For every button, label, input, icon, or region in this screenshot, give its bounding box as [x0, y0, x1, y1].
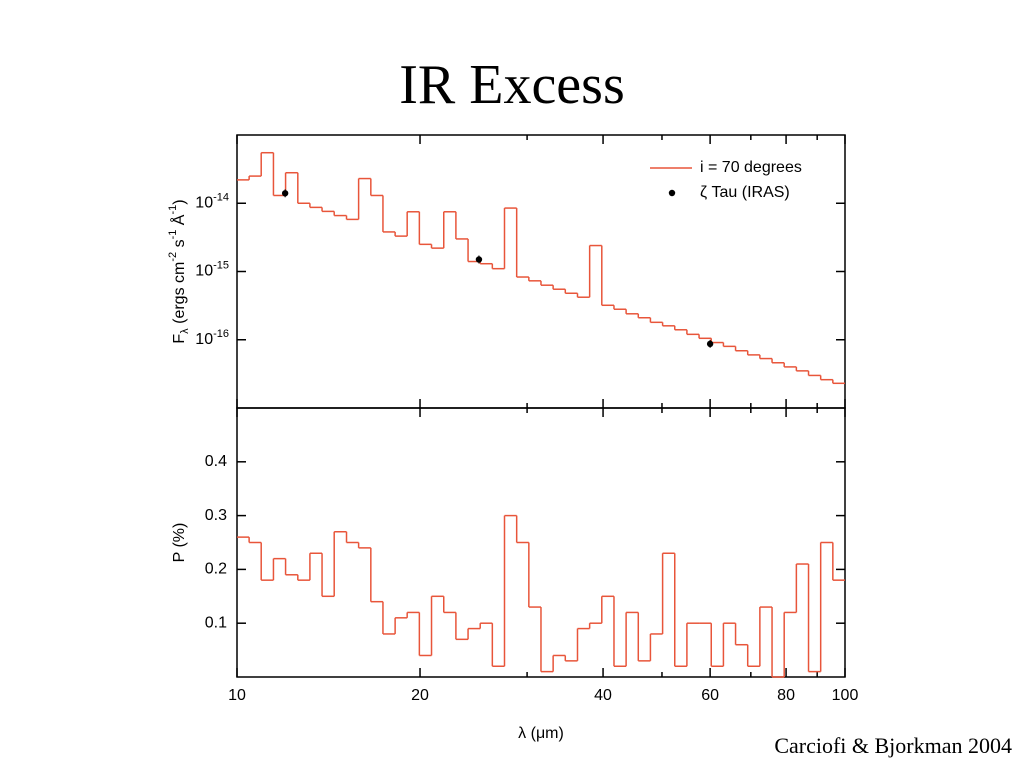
y-label-part: -1 [167, 205, 179, 215]
legend-label: ζ Tau (IRAS) [700, 184, 790, 201]
tick-exponent: -14 [213, 191, 229, 203]
y-label-part: ) [171, 199, 188, 204]
y-tick-label: 10-14 [195, 191, 229, 211]
x-tick-label: 40 [594, 687, 612, 704]
plot-frame [236, 407, 846, 678]
tick-base: 10 [195, 263, 213, 280]
y-axis-label: P (%) [171, 523, 188, 563]
x-tick-label: 60 [701, 687, 719, 704]
y-tick-label: 10-15 [195, 259, 229, 279]
tick-base: 10 [195, 331, 213, 348]
y-label-part: s [171, 239, 188, 251]
y-tick-label: 0.3 [205, 507, 227, 524]
data-point [475, 256, 483, 263]
y-tick-label: 0.2 [205, 561, 227, 578]
y-label-part: -2 [167, 252, 179, 262]
y-label-part: (ergs cm [171, 262, 188, 329]
y-label-part: λ [179, 328, 191, 334]
y-label-part: -1 [167, 230, 179, 240]
x-tick-label: 10 [228, 687, 246, 704]
y-label-part: F [171, 334, 188, 344]
tick-base: 10 [195, 194, 213, 211]
x-axis-label: λ (μm) [518, 725, 564, 742]
x-tick-label: 80 [777, 687, 795, 704]
y-label-part: Å [169, 214, 188, 229]
y-tick-label: 0.4 [205, 453, 227, 470]
y-label-part: P (%) [171, 523, 188, 563]
x-tick-label: 20 [411, 687, 429, 704]
y-tick-label: 10-16 [195, 328, 229, 348]
tick-exponent: -16 [213, 328, 229, 340]
y-tick-label: 0.1 [205, 614, 227, 631]
tick-exponent: -15 [213, 259, 229, 271]
data-point [281, 190, 289, 197]
y-axis-label: Fλ (ergs cm-2 s-1 Å-1) [167, 199, 191, 343]
data-point [706, 340, 714, 348]
legend-swatch [668, 189, 676, 197]
x-tick-label: 100 [832, 687, 859, 704]
legend-label: i = 70 degrees [700, 159, 802, 176]
credit: Carciofi & Bjorkman 2004 [774, 733, 1012, 758]
slide-title: IR Excess [399, 54, 625, 116]
